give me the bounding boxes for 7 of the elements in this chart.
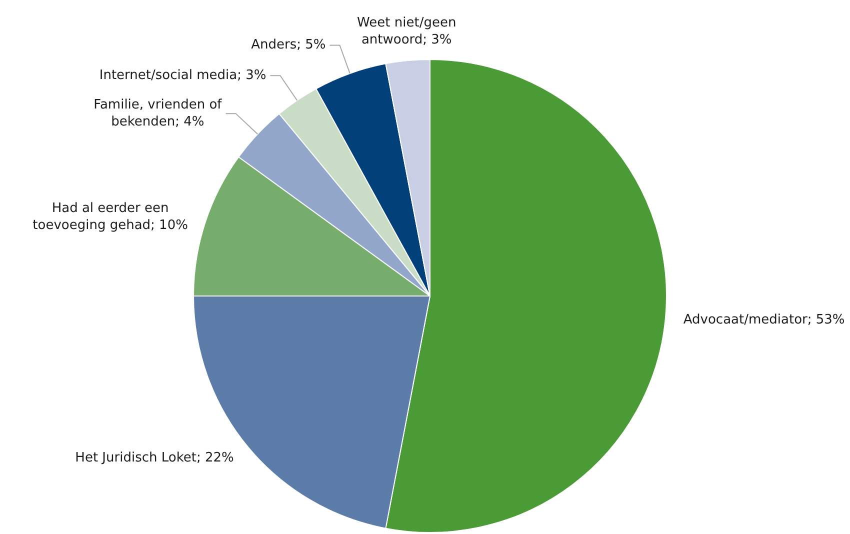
slice-label: Het Juridisch Loket; 22% (75, 450, 234, 466)
slice-label: Anders; 5% (251, 38, 326, 53)
slice-label: Weet niet/geen antwoord; 3% (357, 15, 456, 48)
slice-label: Internet/social media; 3% (99, 68, 266, 83)
slice-label: Familie, vrienden of bekenden; 4% (94, 97, 222, 130)
slice-label: Advocaat/mediator; 53% (683, 312, 845, 328)
slice-label: Had al eerder een toevoeging gehad; 10% (32, 201, 188, 234)
